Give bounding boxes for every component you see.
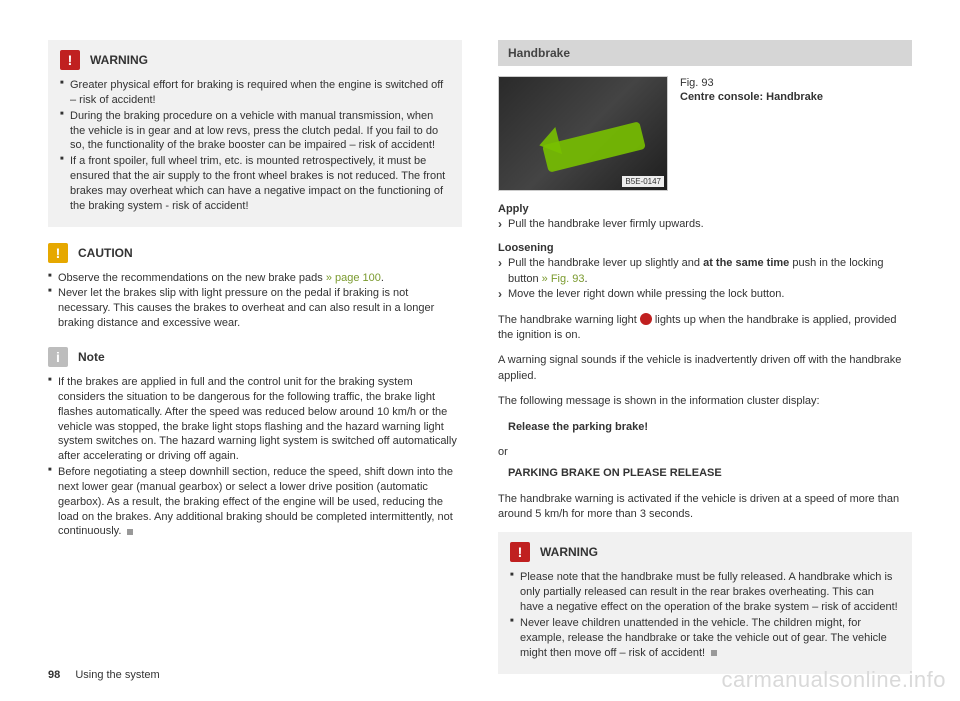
list-item: During the braking procedure on a vehicl…	[60, 109, 450, 154]
caution-icon: !	[48, 243, 68, 263]
list-item: If a front spoiler, full wheel trim, etc…	[60, 154, 450, 213]
loosen-steps: Pull the handbrake lever up slightly and…	[498, 256, 912, 302]
section-title-bar: Handbrake	[498, 40, 912, 66]
list-item: Please note that the handbrake must be f…	[510, 570, 900, 615]
paragraph: The handbrake warning is activated if th…	[498, 492, 912, 523]
apply-heading: Apply	[498, 203, 912, 215]
figure-number: Fig. 93	[680, 76, 823, 90]
caution-header: ! CAUTION	[48, 243, 462, 263]
caution-text-1b: .	[381, 272, 384, 284]
list-item: Never leave children unattended in the v…	[510, 616, 900, 661]
left-column: ! WARNING Greater physical effort for br…	[48, 40, 462, 690]
figure-title: Centre console: Handbrake	[680, 91, 823, 103]
warning-title-1: WARNING	[90, 53, 148, 67]
figure-row: B5E-0147 Fig. 93 Centre console: Handbra…	[498, 76, 912, 191]
caution-text-1a: Observe the recommendations on the new b…	[58, 272, 326, 284]
msg1: Release the parking brake!	[508, 421, 648, 433]
list-item: Pull the handbrake lever up slightly and…	[498, 256, 912, 287]
info-icon: i	[48, 347, 68, 367]
list-item: If the brakes are applied in full and th…	[48, 375, 462, 464]
loosen-1d: .	[584, 273, 587, 285]
caution-list: Observe the recommendations on the new b…	[48, 271, 462, 331]
paragraph: A warning signal sounds if the vehicle i…	[498, 353, 912, 384]
loosen-1b: at the same time	[703, 257, 789, 269]
handbrake-light-icon	[640, 313, 652, 325]
warning-header-2: ! WARNING	[510, 542, 900, 562]
handbrake-lever-graphic	[542, 121, 646, 172]
list-item: Greater physical effort for braking is r…	[60, 78, 450, 108]
fig-link[interactable]: » Fig. 93	[542, 273, 585, 285]
page-number: 98	[48, 669, 60, 681]
warn2-item2: Never leave children unattended in the v…	[520, 617, 887, 659]
page-columns: ! WARNING Greater physical effort for br…	[48, 40, 912, 690]
note-item-2: Before negotiating a steep downhill sect…	[58, 466, 453, 537]
para1-pre: The handbrake warning light	[498, 314, 640, 326]
note-list: If the brakes are applied in full and th…	[48, 375, 462, 539]
apply-steps: Pull the handbrake lever firmly upwards.	[498, 217, 912, 232]
warning-list-2: Please note that the handbrake must be f…	[510, 570, 900, 660]
list-item: Pull the handbrake lever firmly upwards.	[498, 217, 912, 232]
figure-code: B5E-0147	[622, 176, 664, 187]
list-item: Never let the brakes slip with light pre…	[48, 286, 462, 331]
chapter-title: Using the system	[75, 669, 159, 681]
figure-caption: Fig. 93 Centre console: Handbrake	[680, 76, 823, 191]
end-mark-icon	[127, 529, 133, 535]
paragraph: The following message is shown in the in…	[498, 394, 912, 409]
loosen-1a: Pull the handbrake lever up slightly and	[508, 257, 703, 269]
end-mark-icon	[711, 650, 717, 656]
list-item: Move the lever right down while pressing…	[498, 287, 912, 302]
msg2: PARKING BRAKE ON PLEASE RELEASE	[508, 467, 722, 479]
note-header: i Note	[48, 347, 462, 367]
display-message: Release the parking brake!	[498, 420, 912, 435]
paragraph: The handbrake warning light lights up wh…	[498, 313, 912, 344]
warning-list-1: Greater physical effort for braking is r…	[60, 78, 450, 214]
warning-header-1: ! WARNING	[60, 50, 450, 70]
warning-icon: !	[510, 542, 530, 562]
page-link[interactable]: » page 100	[326, 272, 381, 284]
warning-title-2: WARNING	[540, 545, 598, 559]
or-text: or	[498, 445, 912, 460]
loosen-heading: Loosening	[498, 242, 912, 254]
list-item: Before negotiating a steep downhill sect…	[48, 465, 462, 539]
list-item: Observe the recommendations on the new b…	[48, 271, 462, 286]
warning-icon: !	[60, 50, 80, 70]
page-footer: 98 Using the system	[48, 669, 160, 681]
warning-box-2: ! WARNING Please note that the handbrake…	[498, 532, 912, 673]
warning-box-1: ! WARNING Greater physical effort for br…	[48, 40, 462, 227]
note-title: Note	[78, 350, 105, 364]
caution-title: CAUTION	[78, 246, 133, 260]
right-column: Handbrake B5E-0147 Fig. 93 Centre consol…	[498, 40, 912, 690]
display-message: PARKING BRAKE ON PLEASE RELEASE	[498, 466, 912, 481]
figure-image: B5E-0147	[498, 76, 668, 191]
